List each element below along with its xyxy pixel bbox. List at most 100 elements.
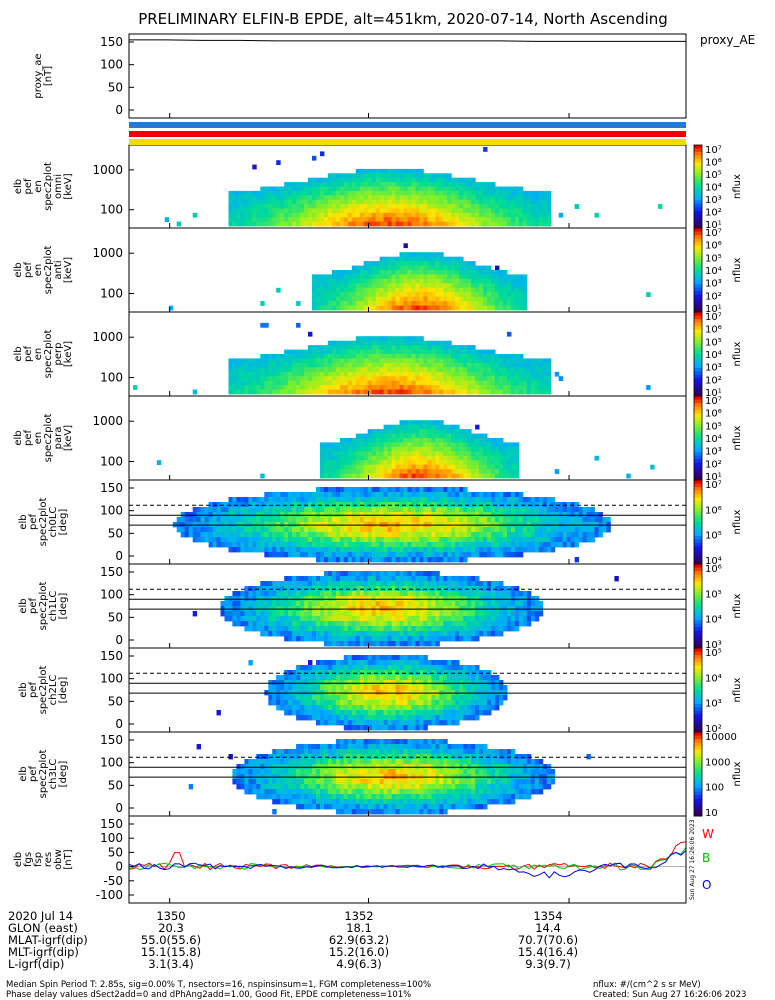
panel-1-colorbar-cell — [694, 148, 702, 153]
panel-1-cell — [499, 204, 504, 209]
panel-5-cell — [391, 492, 396, 498]
panel-1-cell — [447, 195, 452, 201]
panel-4-cell — [459, 464, 464, 470]
panel-5-cell — [256, 542, 261, 548]
panel-6-cell — [379, 586, 384, 592]
panel-3-cell — [395, 340, 400, 346]
panel-3-colorbar-cell — [694, 312, 702, 316]
panel-1-cell — [288, 190, 293, 196]
panel-6-cell — [399, 616, 404, 622]
panel-2-cell — [327, 274, 333, 280]
panel-5-cell — [343, 492, 349, 498]
panel-1-cell — [411, 186, 416, 192]
panel-3-cell — [276, 371, 281, 377]
panel-5-cell — [443, 557, 448, 563]
panel-4-cell — [439, 442, 444, 448]
panel-5-cell — [522, 507, 528, 513]
panel-3-cell — [431, 358, 436, 364]
panel-2-cell — [316, 287, 321, 293]
panel-5-cell — [538, 502, 544, 508]
panel-5-cell — [264, 547, 269, 553]
panel-5-cell — [383, 517, 388, 523]
panel-5-cell — [280, 497, 285, 503]
panel-3-cell — [503, 367, 508, 373]
panel-5-cell — [312, 537, 317, 543]
panel-1-cell — [443, 212, 448, 218]
panel-3-cell — [256, 385, 261, 390]
panel-3-cell — [331, 380, 337, 386]
panel-2-colorbar-cell — [694, 270, 702, 274]
panel-4-cell — [359, 438, 365, 443]
panel-5-cell — [312, 507, 317, 513]
panel-1-cell — [419, 168, 424, 174]
panel-5-cell — [526, 507, 532, 513]
panel-2-cell — [411, 261, 416, 266]
panel-1-cell — [435, 208, 440, 214]
panel-4-cell — [491, 442, 496, 448]
panel-6-cell — [335, 581, 341, 587]
panel-4-colorbar-cell — [694, 420, 702, 425]
panel-1-cell — [308, 190, 313, 196]
panel-1-cell — [316, 182, 321, 187]
panel-1-cell — [499, 212, 504, 218]
panel-3-cell — [355, 380, 361, 386]
panel-1-cell — [447, 199, 452, 205]
panel-5-cell — [403, 487, 408, 493]
panel-5-cell — [208, 537, 213, 543]
panel-3-cell — [256, 371, 261, 377]
panel-6-cell — [399, 571, 404, 577]
panel-1-cell — [232, 199, 237, 205]
panel-6-cell — [383, 626, 388, 632]
panel-1-cell — [439, 177, 444, 183]
panel-2-cell — [359, 305, 365, 311]
panel-1-cell — [272, 217, 277, 222]
panel-1-cell — [499, 217, 504, 222]
panel-4-cell — [439, 424, 444, 430]
panel-5-cell — [546, 497, 552, 503]
panel-5-cell — [268, 527, 273, 533]
panel-2-cell — [447, 261, 452, 266]
panel-4-cell — [435, 464, 440, 470]
panel-5-cell — [395, 552, 400, 558]
panel-5-cell — [180, 527, 186, 533]
panel-5-cell — [479, 542, 484, 548]
panel-5-cell — [327, 527, 333, 533]
panel-3-cell — [300, 380, 305, 386]
panel-5-cell — [439, 492, 444, 498]
panel-6-cell — [316, 636, 321, 642]
panel-5-cell — [586, 517, 591, 523]
panel-2-cell — [510, 305, 516, 311]
panel-5-cell — [343, 542, 349, 548]
panel-5-cell — [463, 507, 468, 513]
panel-4-cell — [467, 442, 472, 448]
panel-1-cell — [459, 212, 464, 218]
panel-1-cell — [335, 190, 341, 196]
panel-4-cell — [415, 433, 420, 439]
panel-4-cell — [339, 469, 345, 474]
panel-2-cell — [455, 261, 460, 266]
panel-3-cell — [379, 354, 384, 359]
panel-5-cell — [471, 517, 476, 523]
panel-6-cell — [327, 576, 333, 582]
panel-3-cell — [304, 371, 309, 377]
panel-1-cell — [363, 208, 369, 214]
panel-5-cell — [268, 537, 273, 543]
panel-3-cell — [379, 362, 384, 368]
panel-3-cell — [451, 345, 456, 350]
panel-5-cell — [550, 532, 556, 538]
panel-5-cell — [359, 492, 365, 498]
panel-5-cell — [232, 527, 237, 533]
panel-6-cell — [280, 581, 285, 587]
panel-1-cell — [395, 204, 400, 209]
panel-5-cell — [371, 487, 377, 493]
panel-3-cell — [371, 385, 377, 390]
panel-6-cell — [375, 601, 381, 607]
panel-1-cell — [391, 212, 396, 218]
panel-1-cell — [371, 208, 377, 214]
panel-2-cell — [324, 287, 329, 293]
panel-2-cell — [475, 292, 480, 297]
panel-1-colorbar-cell — [694, 193, 702, 198]
panel-4-cell — [383, 469, 388, 474]
panel-3-cell — [371, 349, 377, 355]
panel-4-cell — [367, 460, 373, 465]
